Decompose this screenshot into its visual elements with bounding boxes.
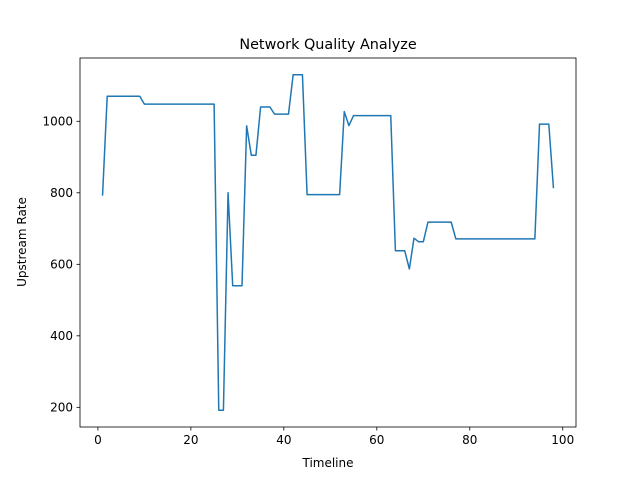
y-tick-label: 600 <box>50 257 73 271</box>
y-tick-label: 1000 <box>42 114 73 128</box>
x-tick-label: 60 <box>369 433 384 447</box>
x-tick-label: 20 <box>183 433 198 447</box>
y-tick-label: 200 <box>50 400 73 414</box>
x-tick-label: 40 <box>276 433 291 447</box>
y-axis-label: Upstream Rate <box>15 197 29 287</box>
plot-frame <box>79 57 577 428</box>
x-axis-label: Timeline <box>301 456 353 470</box>
x-tick-label: 100 <box>551 433 574 447</box>
y-tick-label: 800 <box>50 186 73 200</box>
data-line <box>101 74 555 411</box>
x-tick-label: 80 <box>462 433 477 447</box>
x-tick-label: 0 <box>94 433 102 447</box>
y-tick-label: 400 <box>50 329 73 343</box>
chart-title: Network Quality Analyze <box>239 37 417 53</box>
